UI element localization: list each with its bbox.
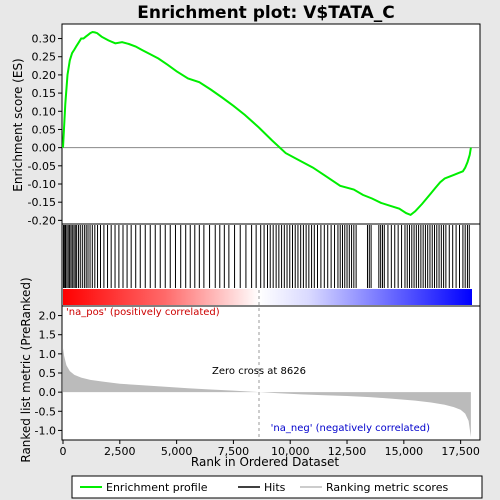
metric-x-tick-label: 5,000 bbox=[161, 445, 193, 458]
metric-y-axis-label: Ranked list metric (PreRanked) bbox=[19, 277, 33, 462]
metric-y-tick-label: -1.0 bbox=[35, 424, 56, 437]
metric-y-tick-label: 1.5 bbox=[39, 329, 57, 342]
es-y-tick-label: -0.05 bbox=[28, 160, 56, 173]
chart-title: Enrichment plot: V$TATA_C bbox=[137, 3, 395, 23]
es-y-tick-label: -0.20 bbox=[28, 214, 56, 227]
es-y-tick-label: 0.15 bbox=[32, 87, 57, 100]
es-y-tick-label: 0.10 bbox=[32, 105, 57, 118]
enrichment-profile-line bbox=[62, 30, 472, 217]
es-y-tick-label: -0.10 bbox=[28, 178, 56, 191]
metric-x-tick-label: 10,000 bbox=[271, 445, 310, 458]
es-y-tick-label: 0.05 bbox=[32, 123, 57, 136]
es-y-tick-label: -0.15 bbox=[28, 196, 56, 209]
metric-y-tick-label: 0.0 bbox=[39, 386, 57, 399]
metric-x-tick-label: 0 bbox=[60, 445, 67, 458]
metric-x-axis: 0 2,500 5,000 7,500 10,000 12,500 15,000 17,500 bbox=[60, 440, 480, 458]
zero-cross-label: Zero cross at 8626 bbox=[212, 366, 306, 377]
legend-enrichment-label: Enrichment profile bbox=[106, 481, 208, 494]
metric-y-axis: 2.0 1.5 1.0 0.5 0.0 -0.5 -1.0 bbox=[35, 310, 62, 437]
legend-hits-label: Hits bbox=[264, 481, 286, 494]
es-y-axis: 0.30 0.25 0.20 0.15 0.10 0.05 0.00 -0.05 -0.10 -0… bbox=[28, 33, 62, 227]
legend-box bbox=[71, 475, 483, 499]
rank-color-bar bbox=[63, 289, 472, 305]
es-y-tick-label: 0.30 bbox=[32, 33, 57, 46]
metric-x-axis-label: Rank in Ordered Dataset bbox=[191, 455, 339, 469]
es-y-tick-label: 0.20 bbox=[32, 69, 57, 82]
positive-correlation-label: 'na_pos' (positively correlated) bbox=[66, 307, 220, 318]
es-panel-frame bbox=[61, 23, 481, 225]
metric-y-tick-label: 2.0 bbox=[39, 310, 57, 323]
metric-panel-frame bbox=[61, 305, 481, 441]
negative-correlation-label: 'na_neg' (negatively correlated) bbox=[271, 423, 430, 434]
metric-x-tick-label: 7,500 bbox=[218, 445, 250, 458]
es-y-axis-label: Enrichment score (ES) bbox=[11, 58, 25, 191]
ranking-metric-area bbox=[63, 348, 471, 438]
metric-x-tick-label: 17,500 bbox=[441, 445, 480, 458]
legend-metric-label: Ranking metric scores bbox=[326, 481, 448, 494]
hit-markers bbox=[62, 225, 470, 288]
es-y-tick-label: 0.25 bbox=[32, 51, 57, 64]
metric-x-tick-label: 15,000 bbox=[385, 445, 424, 458]
metric-y-tick-label: 0.5 bbox=[39, 367, 57, 380]
metric-y-tick-label: -0.5 bbox=[35, 405, 56, 418]
es-y-tick-label: 0.00 bbox=[32, 142, 57, 155]
metric-y-tick-label: 1.0 bbox=[39, 348, 57, 361]
metric-x-tick-label: 12,500 bbox=[328, 445, 367, 458]
metric-x-tick-label: 2,500 bbox=[104, 445, 136, 458]
